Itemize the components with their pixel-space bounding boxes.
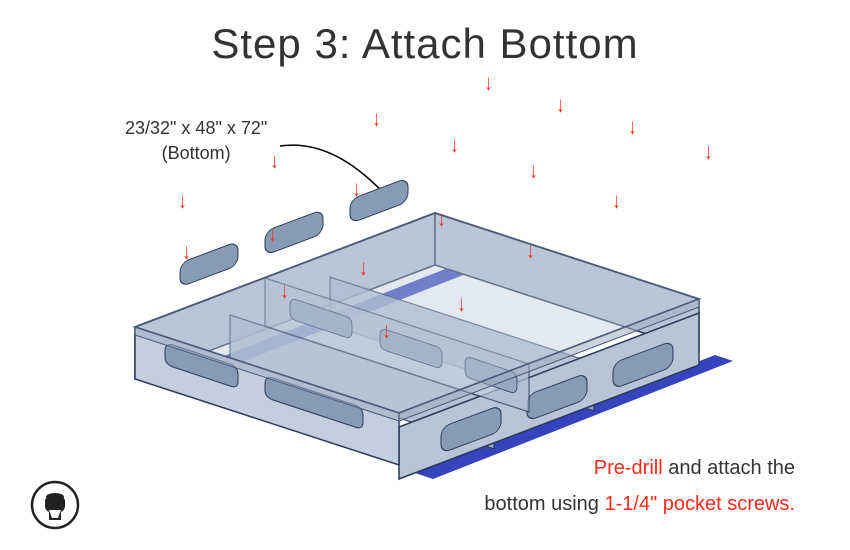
screw-arrow-icon: ↓: [268, 221, 276, 247]
screw-arrow-icon: ↓: [182, 239, 190, 265]
screw-arrow-icon: ↓: [628, 114, 636, 140]
instruction-highlight-2: 1-1/4" pocket screws.: [604, 493, 795, 515]
screw-arrow-icon: ↓: [382, 318, 390, 344]
screw-arrow-icon: ↓: [457, 291, 465, 317]
builder-logo: [30, 480, 80, 530]
screw-arrow-icon: ↓: [372, 106, 380, 132]
screw-arrow-icon: ↓: [704, 139, 712, 165]
screw-arrow-icon: ↓: [359, 255, 367, 281]
assembly-diagram: ↓↓↓↓↓↓↓↓↓↓↓↓↓↓↓↓↓↓↓: [65, 123, 785, 483]
screw-arrow-icon: ↓: [556, 92, 564, 118]
screw-arrow-icon: ↓: [450, 132, 458, 158]
instruction-text-1: and attach the: [663, 457, 795, 479]
screw-arrow-icon: ↓: [484, 70, 492, 96]
isometric-drawing: [65, 123, 785, 483]
instruction-text-2: bottom using: [484, 493, 604, 515]
screw-arrow-icon: ↓: [526, 238, 534, 264]
instruction-text: Pre-drill and attach the bottom using 1-…: [484, 450, 795, 522]
instruction-highlight-1: Pre-drill: [594, 457, 663, 479]
screw-arrow-icon: ↓: [270, 148, 278, 174]
screw-arrow-icon: ↓: [529, 158, 537, 184]
screw-arrow-icon: ↓: [612, 188, 620, 214]
screw-arrow-icon: ↓: [280, 278, 288, 304]
screw-arrow-icon: ↓: [352, 176, 360, 202]
screw-arrow-icon: ↓: [437, 206, 445, 232]
screw-arrow-icon: ↓: [178, 188, 186, 214]
step-title: Step 3: Attach Bottom: [0, 0, 850, 68]
